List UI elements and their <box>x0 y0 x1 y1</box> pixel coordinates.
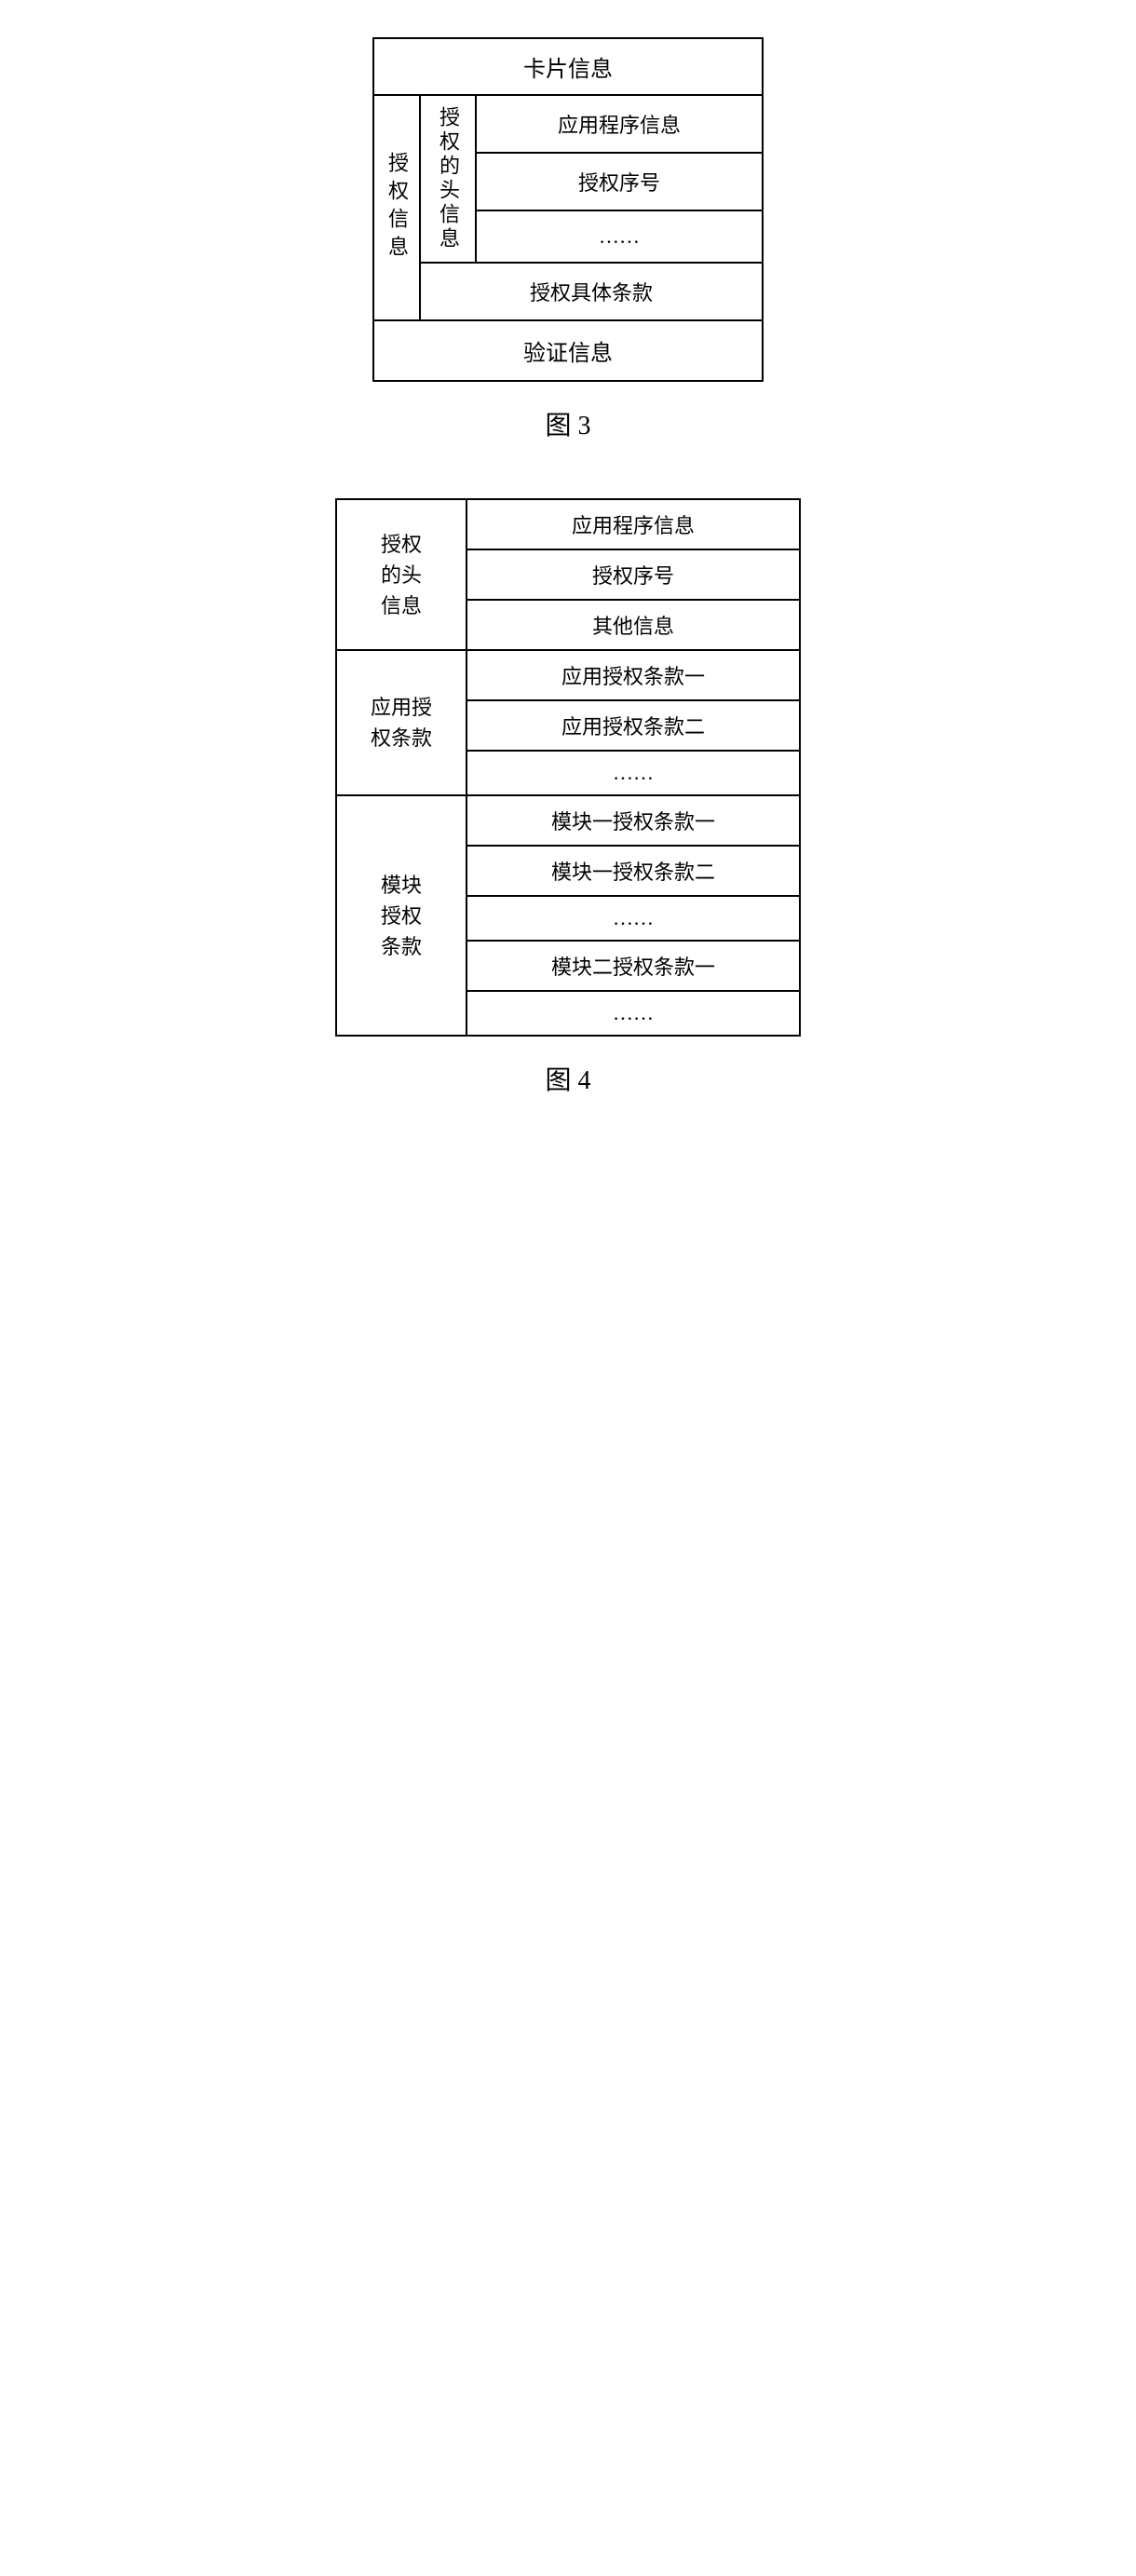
fig4-cell-2-1: 模块一授权条款二 <box>467 847 799 897</box>
fig4-cell-0-0: 应用程序信息 <box>467 500 799 550</box>
fig3-ellipsis: …… <box>477 211 762 262</box>
fig4-section-cells-2: 模块一授权条款一模块一授权条款二……模块二授权条款一…… <box>467 796 799 1035</box>
fig4-section-label-0: 授权 的头 信息 <box>337 500 467 649</box>
fig3-header-cells: 应用程序信息 授权序号 …… <box>477 96 762 262</box>
fig4-section-2: 模块 授权 条款模块一授权条款一模块一授权条款二……模块二授权条款一…… <box>337 796 799 1035</box>
fig3-auth-serial: 授权序号 <box>477 154 762 211</box>
fig3-verify-info: 验证信息 <box>374 319 762 380</box>
figure-4-table: 授权 的头 信息应用程序信息授权序号其他信息应用授 权条款应用授权条款一应用授权… <box>335 498 801 1037</box>
figure-4-container: 授权 的头 信息应用程序信息授权序号其他信息应用授 权条款应用授权条款一应用授权… <box>335 498 801 1097</box>
fig4-cell-2-3: 模块二授权条款一 <box>467 942 799 992</box>
fig4-section-label-1: 应用授 权条款 <box>337 651 467 794</box>
fig3-col2-wrapper: 授权的头信息 应用程序信息 授权序号 …… 授权具体条款 <box>421 96 762 319</box>
fig3-header-row: 授权的头信息 应用程序信息 授权序号 …… <box>421 96 762 264</box>
fig4-section-label-2: 模块 授权 条款 <box>337 796 467 1035</box>
fig3-card-info: 卡片信息 <box>374 39 762 96</box>
fig4-section-1: 应用授 权条款应用授权条款一应用授权条款二…… <box>337 651 799 796</box>
fig4-cell-2-4: …… <box>467 992 799 1035</box>
figure-3-container: 卡片信息 授权信息 授权的头信息 应用程序信息 授权序号 …… 授权具体条款 验… <box>372 37 764 442</box>
fig4-cell-1-1: 应用授权条款二 <box>467 701 799 752</box>
fig4-cell-1-0: 应用授权条款一 <box>467 651 799 701</box>
fig4-section-0: 授权 的头 信息应用程序信息授权序号其他信息 <box>337 500 799 651</box>
fig4-cell-1-2: …… <box>467 752 799 794</box>
figure-3-table: 卡片信息 授权信息 授权的头信息 应用程序信息 授权序号 …… 授权具体条款 验… <box>372 37 764 382</box>
fig3-app-info: 应用程序信息 <box>477 96 762 154</box>
fig4-cell-2-2: …… <box>467 897 799 942</box>
fig4-cell-0-2: 其他信息 <box>467 601 799 649</box>
fig3-auth-header-label: 授权的头信息 <box>421 96 477 262</box>
fig4-section-cells-0: 应用程序信息授权序号其他信息 <box>467 500 799 649</box>
fig3-middle-section: 授权信息 授权的头信息 应用程序信息 授权序号 …… 授权具体条款 <box>374 96 762 319</box>
fig4-section-cells-1: 应用授权条款一应用授权条款二…… <box>467 651 799 794</box>
fig4-cell-0-1: 授权序号 <box>467 550 799 601</box>
fig3-auth-info-label: 授权信息 <box>374 96 421 319</box>
figure-4-caption: 图 4 <box>545 1060 590 1097</box>
fig4-cell-2-0: 模块一授权条款一 <box>467 796 799 847</box>
figure-3-caption: 图 3 <box>545 405 590 442</box>
fig3-terms: 授权具体条款 <box>421 264 762 319</box>
